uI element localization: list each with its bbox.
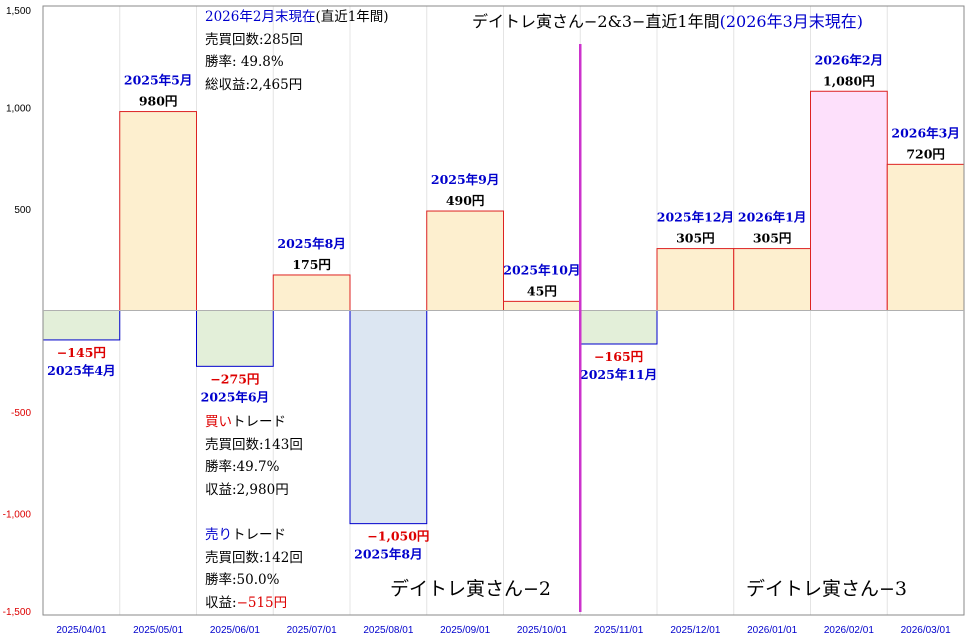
axes-group: -1,500 -1,000 -500 500 1,000 1,500 2025/04/01 2… (3, 5, 965, 636)
x-tick-label: 2025/08/01 (363, 625, 413, 636)
bar-value-label: 720円 (906, 146, 945, 161)
bar (579, 310, 658, 345)
bar (656, 248, 735, 312)
bar-value-label: 490円 (446, 193, 485, 208)
bar-value-label: −1,050円 (367, 529, 429, 544)
chart-title-suffix: (2026年3月末現在) (719, 12, 863, 31)
buy-profit: 収益:2,980円 (205, 481, 289, 498)
bar (272, 274, 351, 312)
bar-month-label: 2025年11月 (580, 367, 657, 382)
bar-month-label: 2025年8月 (354, 547, 423, 562)
y-tick-label: 1,000 (6, 104, 31, 115)
bar-month-label: 2026年2月 (815, 52, 884, 67)
bar-value-label: 980円 (139, 94, 178, 109)
bar (349, 310, 428, 525)
bar (810, 90, 888, 312)
bar-value-label: 305円 (676, 231, 715, 246)
summary-trades: 売買回数:285回 (205, 31, 303, 48)
strategy-label-left: デイトレ寅さん−2 (390, 578, 552, 600)
x-tick-label: 2025/11/01 (594, 625, 644, 636)
bar-value-label: 175円 (292, 257, 331, 272)
chart-title: デイトレ寅さん−2&3−直近1年間(2026年3月末現在) (472, 8, 863, 32)
bar-value-label: 45円 (527, 283, 557, 298)
summary-profit: 総収益:2,465円 (205, 76, 303, 93)
bar-month-label: 2026年1月 (738, 210, 807, 225)
y-tick-label: -500 (11, 408, 31, 419)
bar-value-label: −275円 (210, 371, 259, 386)
x-tick-label: 2025/09/01 (440, 625, 490, 636)
buy-winrate: 勝率:49.7% (205, 459, 280, 475)
sell-profit-value: −515円 (236, 594, 288, 611)
buy-heading-rest: トレード (232, 414, 286, 430)
bar (733, 248, 811, 312)
bar-month-label: 2025年10月 (503, 262, 580, 277)
bar-month-label: 2025年4月 (47, 363, 116, 378)
y-tick-label: 500 (14, 205, 31, 216)
y-tick-label: -1,500 (3, 607, 32, 618)
summary-winrate: 勝率: 49.8% (205, 54, 284, 70)
sell-winrate: 勝率:50.0% (205, 572, 280, 588)
bar (503, 300, 581, 311)
bar (119, 111, 197, 311)
bar-month-label: 2025年8月 (277, 236, 346, 251)
x-tick-label: 2026/01/01 (747, 625, 797, 636)
bar (886, 163, 965, 311)
bar-value-label: 1,080円 (823, 73, 875, 88)
sell-heading: 売り (205, 527, 232, 543)
bars-group (42, 90, 965, 525)
summary-box: 2026年2月末現在(直近1年間) 売買回数:285回 勝率: 49.8% 総収… (205, 6, 389, 96)
chart-title-prefix: デイトレ寅さん−2&3−直近1年間 (472, 12, 720, 31)
bar (426, 210, 504, 311)
y-tick-label: 1,500 (6, 6, 31, 17)
x-tick-label: 2025/05/01 (133, 625, 183, 636)
bar (42, 310, 121, 341)
bar-labels-group: −145円 2025年4月 2025年5月 980円 −275円 2025年6月 2025年… (47, 52, 960, 561)
sell-trades: 売買回数:142回 (205, 549, 303, 566)
sell-trade-box: 売りトレード 売買回数:142回 勝率:50.0% 収益:−515円 (205, 524, 303, 614)
x-tick-label: 2026/03/01 (901, 625, 951, 636)
strategy-label-right: デイトレ寅さん−3 (746, 578, 908, 600)
bar-value-label: 305円 (753, 231, 792, 246)
bar-month-label: 2025年5月 (124, 73, 193, 88)
buy-heading: 買い (205, 414, 232, 430)
x-tick-label: 2025/04/01 (56, 625, 106, 636)
x-tick-label: 2025/12/01 (670, 625, 720, 636)
x-tick-label: 2025/10/01 (517, 625, 567, 636)
y-tick-label: -1,000 (3, 510, 32, 521)
summary-heading-suffix: (直近1年間) (315, 9, 389, 25)
buy-trade-box: 買いトレード 売買回数:143回 勝率:49.7% 収益:2,980円 (205, 411, 303, 501)
bar-month-label: 2026年3月 (891, 125, 960, 140)
bar-month-label: 2025年6月 (201, 389, 270, 404)
sell-heading-rest: トレード (232, 527, 286, 543)
x-tick-label: 2025/06/01 (210, 625, 260, 636)
x-tick-label: 2025/07/01 (287, 625, 337, 636)
x-tick-label: 2026/02/01 (824, 625, 874, 636)
buy-trades: 売買回数:143回 (205, 436, 303, 453)
sell-profit-label: 収益: (205, 594, 237, 611)
bar-value-label: −165円 (594, 349, 643, 364)
bar (196, 310, 274, 367)
bar-value-label: −145円 (57, 345, 106, 360)
bar-month-label: 2025年9月 (431, 172, 500, 187)
summary-heading: 2026年2月末現在 (205, 9, 316, 25)
bar-month-label: 2025年12月 (657, 210, 734, 225)
